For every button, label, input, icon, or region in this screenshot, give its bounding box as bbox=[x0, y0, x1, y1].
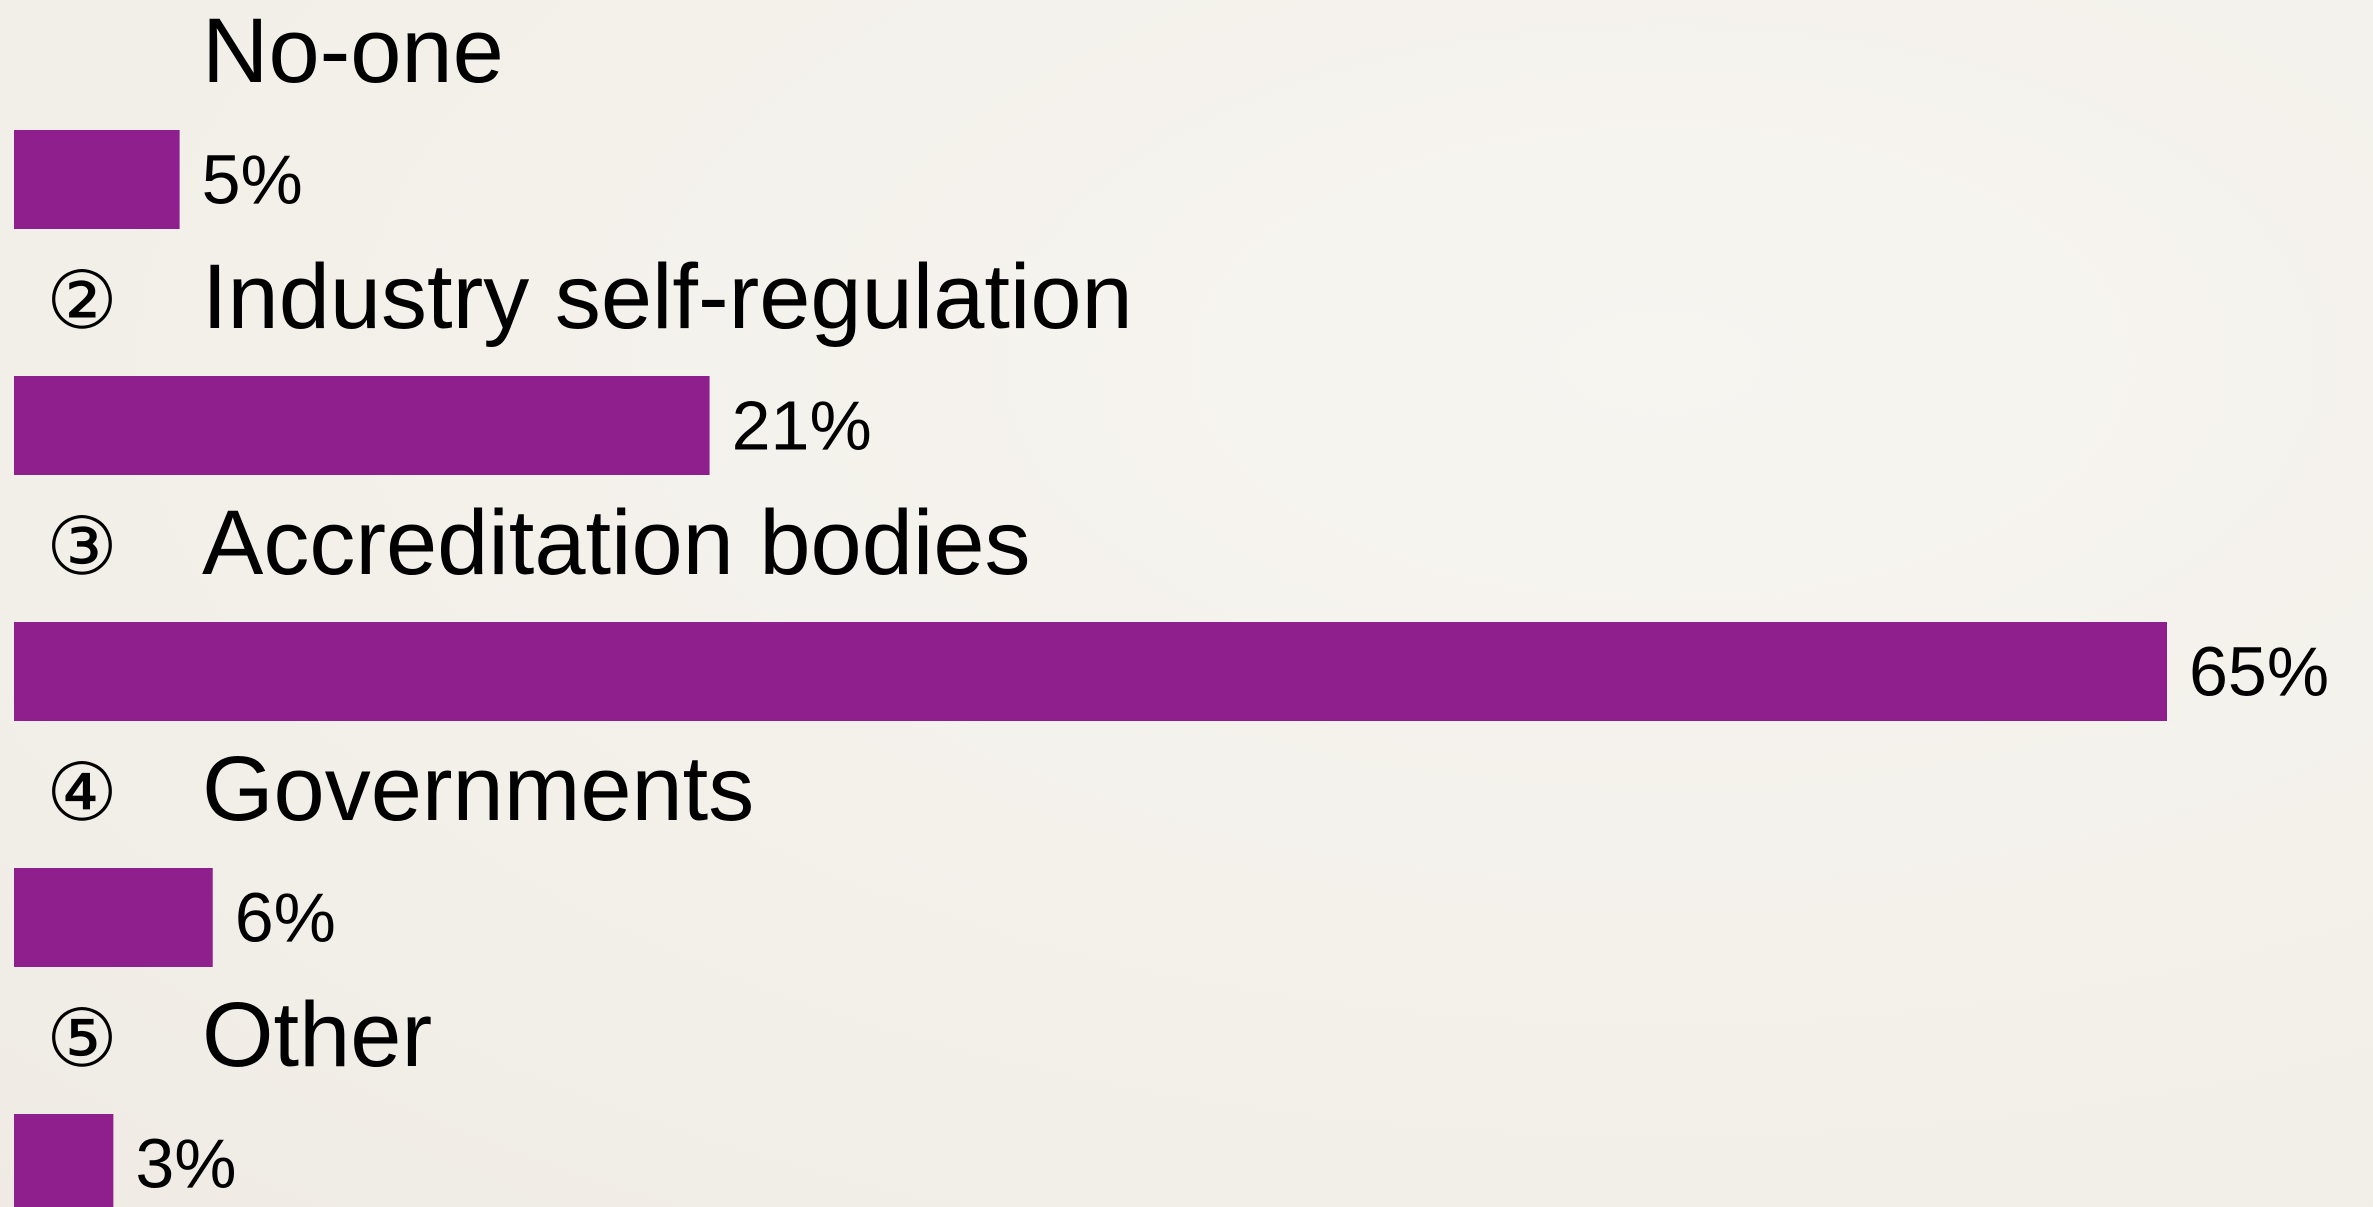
category-number: ⑤ bbox=[46, 992, 118, 1085]
category-label: Industry self-regulation bbox=[202, 246, 1133, 348]
chart-row: ⑤ Other 3% bbox=[14, 984, 432, 1207]
bar bbox=[14, 376, 710, 475]
category-label: Other bbox=[202, 984, 432, 1086]
chart-row: ② Industry self-regulation 21% bbox=[14, 246, 1133, 475]
value-label: 21% bbox=[732, 387, 872, 465]
category-label: Accreditation bodies bbox=[202, 492, 1031, 594]
bar bbox=[14, 130, 180, 229]
value-label: 3% bbox=[135, 1125, 236, 1203]
bar bbox=[14, 868, 213, 967]
category-number: ④ bbox=[46, 746, 118, 839]
chart-row: ④ Governments 6% bbox=[14, 738, 754, 967]
category-label: Governments bbox=[202, 738, 754, 840]
chart-row: No-one 5% bbox=[14, 0, 504, 229]
value-label: 65% bbox=[2189, 633, 2329, 711]
category-number: ② bbox=[46, 254, 118, 347]
chart-rows: No-one 5% ② Industry self-regulation 21% ③ Acc… bbox=[14, 0, 2329, 1207]
value-label: 5% bbox=[202, 141, 303, 219]
value-label: 6% bbox=[235, 879, 336, 957]
category-number: ③ bbox=[46, 500, 118, 593]
chart-row: ③ Accreditation bodies 65% bbox=[14, 492, 2329, 721]
category-label: No-one bbox=[202, 0, 504, 102]
bar bbox=[14, 622, 2167, 721]
bar bbox=[14, 1114, 114, 1207]
